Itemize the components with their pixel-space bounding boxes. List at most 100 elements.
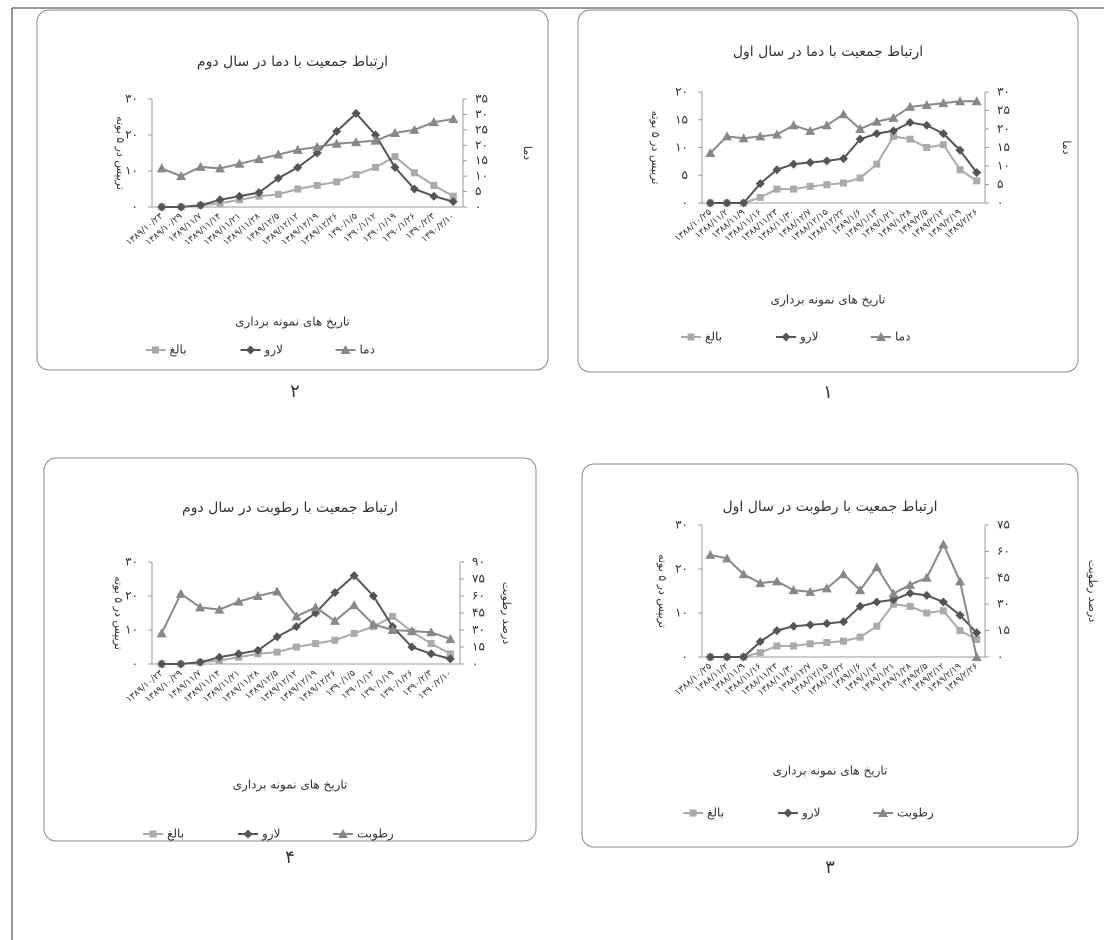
data-point (349, 571, 359, 581)
panel-number: ۱ (823, 382, 833, 403)
data-point (428, 117, 439, 127)
legend-label: لارو (801, 806, 820, 821)
legend-label: بالغ (705, 330, 722, 344)
data-point (855, 124, 866, 133)
data-point (391, 153, 399, 161)
data-point (176, 171, 187, 181)
data-point (756, 193, 764, 201)
data-point (254, 188, 264, 198)
data-point (855, 134, 865, 144)
legend-marker (340, 345, 351, 354)
y-axis-title: تریپس در ۵ بوته (112, 576, 125, 650)
data-point (922, 120, 932, 130)
data-point (722, 652, 732, 662)
data-point (956, 627, 964, 635)
y-tick-label: ۲۰ (125, 589, 138, 603)
data-point (253, 645, 263, 655)
data-point (905, 588, 915, 598)
data-point (253, 154, 264, 164)
data-point (755, 637, 765, 647)
data-point (390, 162, 400, 172)
data-point (332, 126, 342, 136)
panel-number: ۳ (825, 857, 835, 878)
data-point (905, 101, 916, 111)
legend-label: بالغ (167, 827, 184, 841)
data-point (771, 576, 782, 586)
series-line (160, 590, 451, 641)
y-axis-title: تریپس در ۵ بوته (114, 116, 127, 190)
y2-tick-label: ۵ (997, 177, 1003, 191)
data-point (233, 596, 244, 606)
data-point (823, 638, 831, 646)
data-point (705, 198, 715, 208)
legend-label: دما (360, 343, 375, 357)
data-point (721, 131, 732, 141)
data-point (333, 178, 341, 186)
legend-label: لارو (799, 330, 818, 345)
y-tick-label: ۱۰ (125, 164, 138, 178)
data-point (349, 600, 360, 610)
data-point (821, 583, 832, 593)
data-point (721, 553, 732, 563)
data-point (971, 652, 982, 661)
data-point (312, 141, 323, 151)
legend-label: رطوبت (357, 827, 394, 842)
y-tick-label: ۵ (682, 168, 688, 182)
x-axis-title: تاریخ های نمونه برداری (235, 315, 350, 330)
data-point (195, 602, 206, 612)
y2-tick-label: ۳۵ (475, 92, 488, 106)
data-point (739, 652, 749, 662)
y2-tick-label: ۲۵ (997, 103, 1010, 117)
data-point (409, 124, 420, 134)
data-point (156, 163, 167, 173)
data-point (873, 622, 881, 630)
data-point (273, 173, 283, 183)
data-point (234, 649, 244, 659)
data-point (234, 191, 244, 201)
data-point (973, 177, 981, 185)
y-tick-label: ۱۰ (675, 606, 688, 620)
data-point (840, 179, 847, 187)
data-point (906, 602, 914, 610)
data-point (756, 649, 764, 657)
legend-label: دما (895, 330, 910, 344)
series-line (161, 155, 454, 208)
data-point (175, 588, 186, 598)
data-point (972, 167, 982, 177)
data-point (790, 642, 798, 650)
legend-marker (783, 808, 793, 818)
data-point (923, 609, 931, 617)
data-point (805, 157, 815, 167)
chart-box (581, 463, 1079, 848)
data-point (329, 615, 340, 625)
y-tick-label: ۳۰ (125, 92, 138, 106)
data-point (407, 642, 417, 652)
data-point (838, 109, 849, 119)
y-axis-title: تریپس در ۵ بوته (656, 554, 669, 628)
data-point (705, 652, 715, 662)
y2-tick-label: ۰ (997, 650, 1003, 664)
chart-title: ارتباط جمعیت با دما در سال دوم (197, 54, 388, 70)
data-point (938, 129, 948, 139)
x-axis-title: تاریخ های نمونه برداری (771, 293, 886, 308)
data-point (234, 158, 245, 168)
data-point (446, 650, 454, 658)
data-point (273, 648, 281, 656)
data-point (921, 99, 932, 109)
data-point (856, 174, 864, 182)
y2-tick-label: ۱۵ (997, 140, 1010, 154)
y-tick-label: ۲۰ (675, 562, 688, 576)
y-tick-label: ۰ (132, 657, 138, 671)
y-tick-label: ۱۰ (675, 140, 688, 154)
y2-tick-label: ۶۰ (472, 589, 485, 603)
panel-number: ۴ (285, 847, 295, 868)
data-point (789, 159, 799, 169)
data-point (371, 130, 381, 140)
chart-box (577, 9, 1079, 373)
data-point (938, 597, 948, 607)
y2-tick-label: ۳۰ (997, 85, 1010, 99)
data-point (889, 132, 897, 140)
data-point (310, 602, 321, 612)
data-point (955, 610, 965, 620)
y2-tick-label: ۳۰ (472, 623, 485, 637)
